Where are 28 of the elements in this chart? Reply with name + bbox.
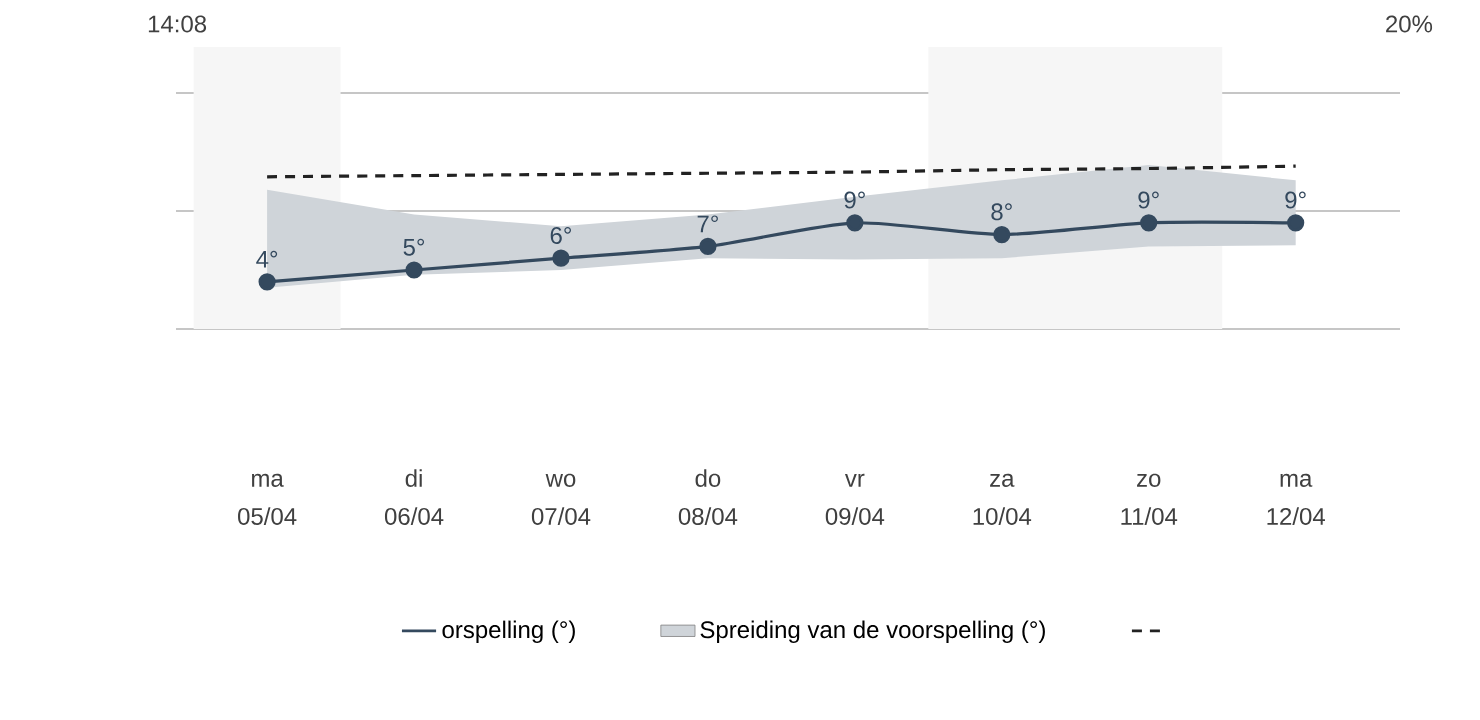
point <box>405 261 423 279</box>
point <box>699 237 717 255</box>
x-tick-label: wo 07/04 <box>531 473 591 525</box>
data-label: 9° <box>1285 191 1306 209</box>
text: 14:08 <box>148 15 207 33</box>
x-tick-label: za 10/04 <box>973 473 1032 525</box>
data-label: 9° <box>844 191 865 209</box>
x-tick-label: zo 11/04 <box>1121 473 1178 525</box>
text: 20% <box>1386 15 1433 33</box>
x-tick-label: do 08/04 <box>678 469 738 525</box>
data-label: 9° <box>1138 191 1159 209</box>
point <box>552 249 570 267</box>
x-tick-label: ma 05/04 <box>238 473 297 525</box>
x-tick-label: di 06/04 <box>384 469 444 525</box>
point <box>1140 214 1158 232</box>
legend-label: orspelling (°) <box>442 620 575 643</box>
legend-label: Spreiding van de voorspelling (°) <box>700 620 1045 643</box>
data-label: 7° <box>697 215 718 233</box>
point <box>846 214 864 232</box>
data-label: 4° <box>256 250 278 268</box>
point <box>1287 214 1305 232</box>
data-label: 6° <box>550 226 572 244</box>
data-label: 5° <box>403 238 425 256</box>
x-tick-label: ma 12/04 <box>1267 473 1325 525</box>
point <box>258 273 276 291</box>
x-tick-label: vr 09/04 <box>825 473 885 525</box>
data-label: 8° <box>991 203 1012 221</box>
point <box>993 226 1011 244</box>
